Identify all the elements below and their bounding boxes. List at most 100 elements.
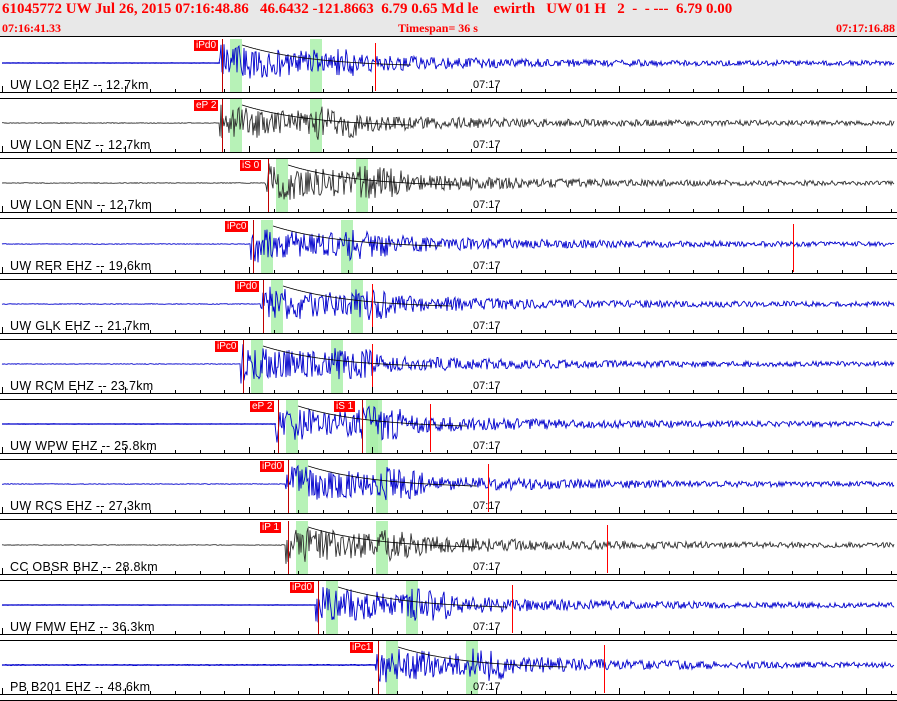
axis-tick [27,329,28,333]
station-label[interactable]: UW LO2 EHZ -- 12.7km [10,78,149,92]
phase-pick-label[interactable]: iS 1 [334,401,356,413]
phase-pick-line[interactable] [263,279,264,334]
axis-tick [372,86,373,92]
axis-tick [447,390,448,393]
phase-pick-label[interactable]: iPd0 [290,581,315,593]
axis-tick [249,688,250,694]
time-axis [0,453,897,455]
row-separator [0,459,897,461]
phase-pick-label[interactable]: iPc1 [350,642,374,653]
axis-tick [471,329,472,333]
axis-tick [125,266,126,273]
axis-tick [718,450,719,454]
waveform-svg [2,104,895,141]
axis-tick [200,269,201,273]
phase-pick-line[interactable] [278,400,279,455]
phase-pick-line[interactable] [288,460,289,515]
phase-pick-label[interactable]: iS 0 [240,160,262,172]
phase-window-band [370,400,382,455]
phase-pick-label[interactable]: eP 2 [194,100,219,112]
axis-tick [545,691,546,694]
trace-row[interactable]: eP 2 [0,99,897,154]
phase-pick-line[interactable] [253,219,254,274]
trace-row[interactable]: iPc0 [0,340,897,394]
phase-pick-line[interactable] [378,641,379,695]
trace-row[interactable]: iPd0 [0,39,897,93]
phase-pick-line[interactable] [362,400,363,455]
axis-tick [768,269,769,273]
trace-row[interactable]: iPc0 [0,219,897,274]
axis-tick [842,510,843,514]
axis-tick [718,630,719,634]
station-label[interactable]: UW LON ENZ -- 12.7km [10,138,151,153]
phase-pick-label[interactable]: iPd0 [194,40,219,51]
trace-row[interactable]: iPc1 [0,641,897,695]
axis-tick [471,630,472,634]
station-label[interactable]: PB B201 EHZ -- 48.6km [10,680,151,694]
station-label[interactable]: UW RCM EHZ -- 23.7km [10,379,154,393]
station-label[interactable]: UW GLK EHZ -- 21.7km [10,318,151,333]
phase-pick-line[interactable] [222,39,223,93]
trace-row[interactable]: iPd0 [0,279,897,334]
trace-row[interactable]: iPd0 [0,460,897,515]
axis-tick [693,450,694,454]
station-label[interactable]: UW LON ENN -- 12.7km [10,198,153,213]
axis-tick [496,627,497,634]
axis-tick [644,329,645,333]
axis-tick [249,206,250,213]
coda-duration-marker[interactable] [604,645,605,693]
coda-duration-marker[interactable] [793,223,794,272]
phase-pick-line[interactable] [268,159,269,214]
station-label[interactable]: UW RER EHZ -- 19.6km [10,258,152,273]
coda-decay-curve [262,345,432,367]
coda-duration-marker[interactable] [607,524,608,573]
phase-pick-label[interactable]: iP 1 [260,521,282,533]
axis-tick [348,691,349,694]
coda-duration-marker[interactable] [372,344,373,392]
axis-tick [768,691,769,694]
axis-tick [422,691,423,694]
station-label[interactable]: UW FMW EHZ -- 36.3km [10,619,155,634]
axis-tick [101,209,102,213]
phase-pick-label[interactable]: iPd0 [235,280,260,292]
phase-pick-label[interactable]: iPc0 [215,341,239,352]
axis-tick [150,329,151,333]
phase-pick-line[interactable] [318,580,319,635]
axis-tick [817,630,818,634]
axis-tick [372,447,373,454]
axis-tick [323,149,324,153]
phase-pick-label[interactable]: iPc0 [225,220,249,232]
axis-tick [397,329,398,333]
axis-tick [200,510,201,514]
waveform-svg [1,44,895,79]
axis-tick [298,450,299,454]
trace-row[interactable]: iP 1 [0,520,897,575]
axis-tick [51,630,52,634]
phase-window-band [251,340,263,394]
phase-pick-line[interactable] [243,340,244,394]
coda-duration-marker[interactable] [488,464,489,513]
coda-duration-marker[interactable] [375,43,376,91]
waveform-svg [1,344,895,384]
coda-duration-marker[interactable] [430,404,431,453]
trace-row[interactable]: eP 2 iS 1 [0,400,897,455]
phase-pick-line[interactable] [222,99,223,154]
phase-pick-label[interactable]: eP 2 [250,401,275,413]
station-label[interactable]: CC OBSR BHZ -- 28.8km [10,559,158,574]
phase-pick-line[interactable] [288,520,289,575]
axis-tick [496,387,497,393]
trace-row[interactable]: iPd0 [0,580,897,635]
station-label[interactable]: UW WPW EHZ -- 25.8km [10,439,157,454]
axis-tick [447,209,448,213]
coda-duration-marker[interactable] [372,283,373,332]
coda-duration-marker[interactable] [512,584,513,633]
waveform-panel[interactable]: iPd0 07:17 UW LO2 EHZ -- 12.7km eP 2 07:17 UW… [0,36,897,701]
axis-tick [422,209,423,213]
phase-pick-label[interactable]: iPd0 [260,461,285,473]
axis-tick [619,567,620,574]
station-label[interactable]: UW RCS EHZ -- 27.3km [10,499,152,514]
axis-tick [298,89,299,92]
axis-tick [496,447,497,454]
waveform-path [2,104,895,141]
trace-row[interactable]: iS 0 [0,159,897,214]
